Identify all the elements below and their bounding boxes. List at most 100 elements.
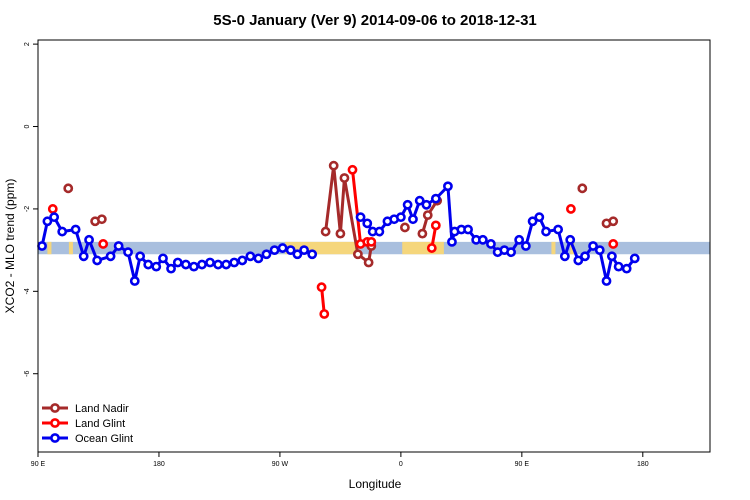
legend-item: Land Glint: [42, 418, 125, 430]
data-point: [158, 253, 168, 264]
data-point: [477, 234, 488, 245]
series-land-glint: [47, 164, 619, 319]
data-point: [63, 183, 74, 194]
data-point: [123, 247, 133, 258]
data-point: [408, 214, 418, 225]
data-point: [339, 173, 350, 183]
data-point: [320, 226, 331, 237]
data-point: [299, 245, 310, 256]
data-point: [606, 251, 617, 262]
data-point: [96, 214, 107, 225]
data-point: [78, 251, 89, 262]
data-point: [565, 234, 576, 245]
data-point: [180, 259, 191, 270]
data-point: [608, 216, 619, 227]
data-point: [213, 259, 223, 270]
data-point: [577, 183, 588, 194]
data-point: [261, 249, 272, 260]
data-point: [197, 259, 207, 270]
chart-title: 5S-0 January (Ver 9) 2014-09-06 to 2018-…: [213, 12, 537, 29]
data-point: [514, 234, 525, 245]
data-point: [135, 251, 146, 262]
data-point: [608, 239, 619, 249]
data-point: [447, 236, 457, 247]
y-tick-label: -6: [24, 371, 31, 377]
data-point: [328, 160, 339, 171]
data-point: [621, 263, 632, 274]
data-point: [422, 210, 433, 220]
legend-item: Land Nadir: [42, 403, 129, 415]
y-tick-label: -4: [24, 288, 31, 294]
data-point: [426, 243, 437, 253]
data-point: [352, 249, 363, 260]
data-point: [319, 309, 330, 319]
data-point: [395, 212, 406, 223]
legend-label: Land Nadir: [75, 403, 129, 415]
data-point: [221, 259, 232, 270]
legend-label: Land Glint: [75, 418, 125, 430]
data-point: [245, 251, 256, 262]
data-point: [205, 257, 215, 268]
x-tick-label: 90 E: [31, 461, 46, 468]
data-point: [269, 245, 280, 256]
x-tick-label: 180: [637, 461, 649, 468]
data-point: [237, 255, 248, 266]
data-point: [151, 261, 162, 272]
data-point: [285, 245, 296, 256]
y-axis-label: XCO2 - MLO trend (ppm): [3, 179, 17, 314]
data-point: [601, 276, 612, 286]
data-point: [229, 257, 240, 268]
data-point: [166, 263, 176, 274]
data-point: [113, 241, 124, 251]
x-tick-label: 90 W: [272, 461, 289, 468]
data-point: [189, 261, 199, 272]
y-tick-label: 2: [24, 42, 31, 46]
data-point: [57, 226, 68, 237]
data-point: [42, 216, 53, 227]
data-point: [363, 257, 374, 268]
data-point: [486, 239, 496, 249]
data-point: [443, 181, 453, 192]
data-point: [98, 239, 109, 249]
data-point: [70, 224, 81, 235]
data-point: [400, 222, 410, 233]
x-tick-label: 90 E: [515, 461, 530, 468]
series-ocean-glint: [37, 181, 640, 286]
data-point: [559, 251, 570, 262]
data-point: [506, 247, 516, 258]
y-tick-label: 0: [24, 124, 31, 128]
data-point: [253, 253, 264, 264]
data-point: [355, 212, 366, 223]
x-axis-label: Longitude: [349, 477, 402, 491]
data-point: [580, 251, 590, 262]
data-point: [588, 241, 598, 251]
data-point: [347, 164, 358, 175]
data-point: [629, 253, 640, 264]
legend-marker: [50, 403, 60, 413]
data-point: [172, 257, 183, 268]
data-point: [47, 204, 58, 214]
data-point: [335, 228, 346, 239]
data-point: [129, 276, 140, 286]
data-point: [541, 226, 551, 237]
data-point: [421, 199, 432, 210]
legend-label: Ocean Glint: [75, 433, 133, 445]
data-point: [105, 251, 116, 262]
data-point: [362, 218, 373, 229]
land-band-segment: [68, 241, 73, 255]
series-layer: [37, 160, 640, 319]
data-point: [143, 259, 154, 270]
plot-frame: [37, 39, 711, 453]
data-point: [307, 249, 318, 260]
data-point: [316, 282, 327, 293]
legend-marker: [50, 418, 60, 428]
x-tick-label: 180: [153, 461, 165, 468]
data-point: [553, 224, 564, 235]
x-tick-label: 0: [399, 461, 403, 468]
data-point: [565, 204, 576, 214]
legend-marker: [50, 433, 60, 443]
data-point: [594, 245, 605, 256]
data-point: [402, 199, 413, 210]
data-point: [430, 193, 441, 204]
